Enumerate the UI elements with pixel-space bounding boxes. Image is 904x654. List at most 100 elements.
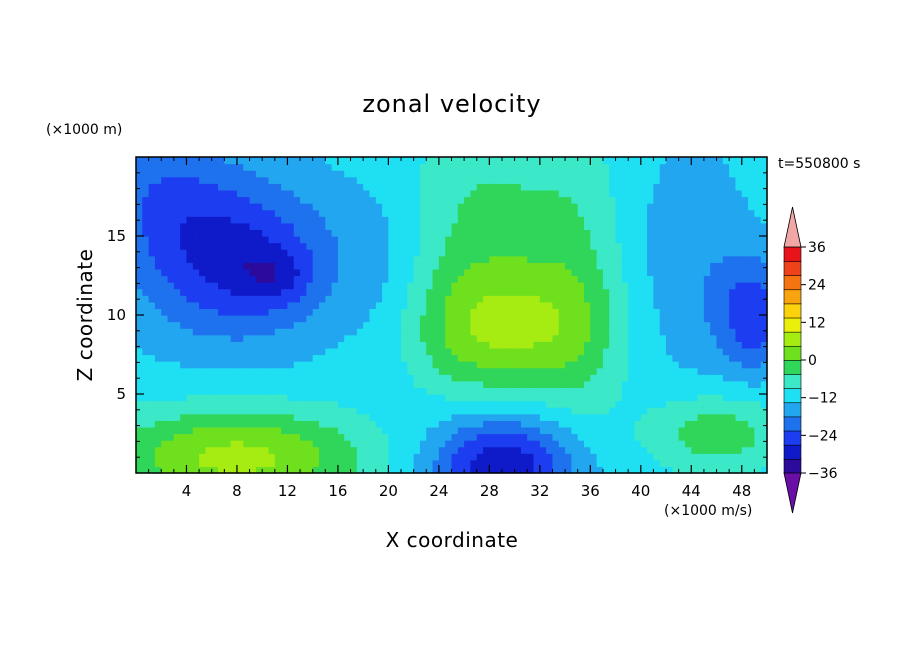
field-cell: [716, 229, 724, 237]
field-cell: [527, 394, 535, 402]
field-cell: [401, 315, 408, 323]
field-cell: [483, 466, 490, 474]
field-cell: [628, 361, 636, 369]
field-cell: [419, 341, 427, 349]
field-cell: [647, 328, 655, 336]
field-cell: [350, 275, 358, 283]
field-cell: [199, 229, 207, 237]
field-cell: [262, 222, 270, 231]
field-cell: [375, 315, 383, 323]
field-cell: [722, 242, 730, 250]
field-cell: [337, 446, 345, 454]
field-cell: [735, 453, 743, 461]
field-cell: [464, 354, 472, 362]
field-cell: [609, 183, 617, 191]
field-cell: [672, 341, 680, 349]
field-cell: [457, 315, 465, 323]
field-cell: [659, 466, 667, 474]
field-cell: [640, 209, 648, 217]
field-cell: [167, 268, 175, 277]
field-cell: [192, 295, 200, 303]
field-cell: [148, 183, 156, 191]
field-cell: [691, 203, 699, 211]
field-cell: [356, 433, 364, 441]
field-cell: [394, 347, 402, 356]
field-cell: [565, 459, 572, 468]
field-cell: [249, 420, 257, 428]
field-cell: [356, 321, 364, 329]
field-cell: [407, 301, 415, 310]
field-cell: [691, 163, 699, 171]
field-cell: [666, 466, 673, 474]
field-cell: [451, 222, 459, 231]
field-cell: [426, 420, 434, 428]
field-cell: [205, 361, 213, 369]
field-cell: [255, 275, 263, 283]
field-cell: [300, 387, 307, 395]
field-cell: [293, 288, 301, 296]
field-cell: [495, 453, 503, 461]
field-cell: [514, 157, 522, 165]
field-cell: [729, 183, 737, 191]
field-cell: [520, 157, 528, 165]
field-cell: [527, 334, 535, 342]
field-cell: [653, 453, 661, 461]
field-cell: [337, 308, 345, 316]
field-cell: [653, 341, 661, 349]
field-cell: [369, 255, 377, 263]
field-cell: [748, 426, 755, 435]
field-cell: [464, 183, 472, 191]
field-cell: [243, 157, 251, 165]
field-cell: [558, 413, 566, 421]
field-cell: [596, 275, 604, 283]
field-cell: [161, 440, 169, 448]
field-cell: [735, 433, 743, 441]
field-cell: [382, 328, 389, 336]
field-cell: [394, 407, 402, 415]
field-cell: [230, 420, 238, 428]
field-cell: [577, 394, 585, 402]
field-cell: [199, 163, 207, 171]
field-cell: [136, 229, 143, 237]
field-cell: [375, 170, 383, 178]
field-cell: [205, 176, 213, 184]
field-cell: [552, 262, 560, 270]
field-cell: [136, 446, 143, 454]
field-cell: [369, 196, 377, 204]
field-cell: [615, 426, 623, 435]
field-cell: [748, 440, 755, 448]
field-cell: [615, 203, 623, 211]
field-cell: [514, 367, 522, 375]
field-cell: [621, 328, 629, 336]
field-cell: [394, 163, 402, 171]
field-cell: [337, 170, 345, 178]
field-cell: [470, 341, 478, 349]
field-cell: [154, 380, 162, 389]
field-cell: [577, 413, 585, 421]
field-cell: [539, 216, 547, 224]
field-cell: [394, 361, 402, 369]
field-cell: [325, 394, 333, 402]
field-cell: [464, 380, 472, 389]
field-cell: [729, 308, 737, 316]
field-cell: [325, 209, 333, 217]
field-cell: [659, 308, 667, 316]
field-cell: [199, 275, 207, 283]
field-cell: [438, 275, 446, 283]
field-cell: [186, 426, 194, 435]
field-cell: [375, 229, 383, 237]
field-cell: [710, 413, 718, 421]
field-cell: [634, 413, 642, 421]
field-cell: [230, 433, 238, 441]
field-cell: [647, 433, 655, 441]
field-cell: [527, 301, 535, 310]
field-cell: [445, 407, 453, 415]
field-cell: [344, 268, 352, 277]
field-cell: [451, 433, 459, 441]
field-cell: [363, 189, 371, 198]
field-cell: [697, 387, 705, 395]
field-cell: [382, 459, 389, 468]
field-cell: [697, 163, 705, 171]
field-cell: [388, 380, 396, 389]
field-cell: [382, 347, 389, 356]
